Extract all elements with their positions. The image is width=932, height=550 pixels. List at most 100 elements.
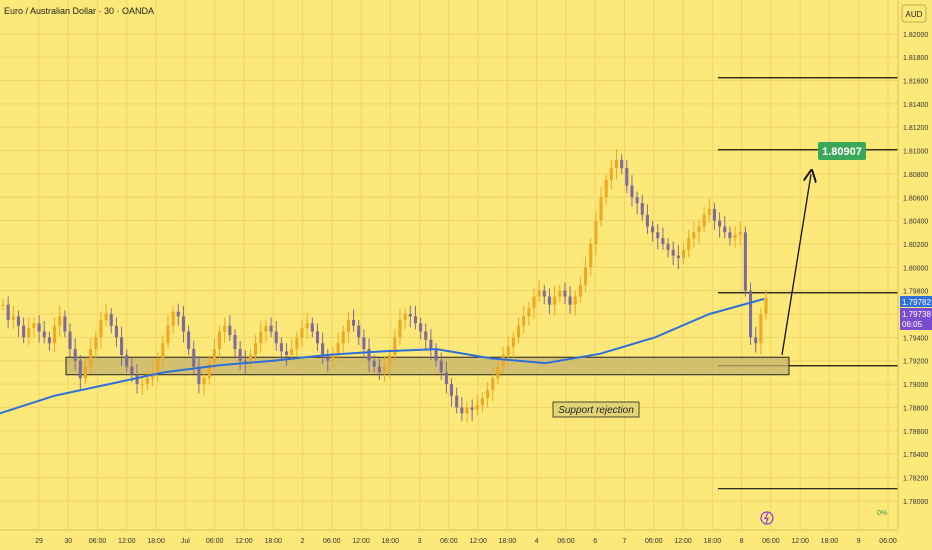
candle	[109, 314, 113, 326]
candle	[547, 296, 552, 305]
candle	[37, 323, 41, 332]
chart-title: Euro / Australian Dollar · 30 · OANDA	[4, 6, 154, 16]
candle	[666, 243, 670, 250]
candle	[197, 366, 201, 385]
candle	[687, 238, 691, 250]
candle	[254, 343, 258, 355]
candle	[630, 185, 634, 198]
candle	[217, 331, 222, 350]
candle	[73, 349, 77, 361]
x-tick-label: 06:00	[879, 538, 897, 545]
candle	[563, 290, 567, 297]
candle	[145, 378, 149, 385]
y-tick-label: 1.81000	[903, 149, 928, 156]
y-tick-label: 1.79000	[903, 382, 928, 389]
candle	[336, 343, 340, 355]
candle	[388, 354, 392, 367]
x-tick-label: 12:00	[235, 538, 253, 545]
candle	[382, 366, 387, 373]
y-tick-label: 1.80000	[903, 265, 928, 272]
candle	[295, 337, 299, 350]
y-tick-label: 1.79400	[903, 335, 928, 342]
candle	[207, 363, 211, 379]
candle	[491, 378, 495, 390]
candle	[676, 255, 680, 258]
candle	[398, 319, 402, 338]
candle	[640, 203, 644, 215]
candle	[187, 331, 191, 350]
x-tick-label: 30	[64, 538, 72, 545]
candle	[315, 331, 320, 344]
candle	[522, 316, 526, 326]
candle	[728, 232, 732, 239]
y-tick-label: 1.81800	[903, 55, 928, 62]
candle	[94, 337, 98, 350]
candle	[738, 232, 742, 235]
x-tick-label: Jul	[181, 538, 190, 545]
moving-average-price-label: 1.79738 06:05	[900, 308, 932, 330]
candle	[455, 395, 459, 408]
y-tick-label: 1.81400	[903, 102, 928, 109]
candle	[723, 226, 727, 233]
x-tick-label: 18:00	[704, 538, 722, 545]
currency-badge[interactable]: AUD	[901, 4, 927, 23]
candle	[449, 384, 454, 396]
x-tick-label: 06:00	[557, 538, 575, 545]
y-axis-ticks: 1.82000 1.81800 1.81600 1.81400 1.81200 1.810…	[903, 32, 928, 506]
candle	[331, 354, 335, 361]
target-price-label: 1.80907	[818, 142, 866, 160]
candle	[558, 290, 562, 297]
candle	[609, 168, 613, 180]
candle	[53, 325, 57, 344]
x-tick-label: 06:00	[89, 538, 107, 545]
candle	[120, 337, 124, 355]
x-tick-label: 18:00	[499, 538, 517, 545]
candle	[573, 296, 577, 305]
candle	[439, 360, 443, 373]
candle	[32, 323, 36, 329]
x-tick-label: 12:00	[118, 538, 136, 545]
lightning-icon[interactable]	[760, 511, 774, 525]
candle	[321, 343, 325, 355]
candle	[511, 337, 515, 347]
candle	[264, 325, 268, 332]
candle	[78, 360, 82, 379]
candle	[243, 360, 247, 364]
candle	[702, 214, 706, 227]
x-tick-label: 06:00	[206, 538, 224, 545]
candle	[614, 159, 619, 169]
current-price-label: 1.79782	[900, 296, 932, 307]
candle	[300, 328, 304, 338]
candle	[424, 331, 428, 340]
time-axis[interactable]: 29 30 06:00 12:00 18:00 Jul 06:00 12:00 18:00 2 06…	[0, 529, 898, 545]
candle	[223, 325, 227, 332]
candle	[764, 297, 768, 315]
candle	[599, 197, 603, 221]
price-axis[interactable]: 1.82000 1.81800 1.81600 1.81400 1.81200 1.810…	[897, 0, 928, 530]
candle	[532, 296, 536, 309]
candle	[692, 232, 696, 239]
candle	[1, 304, 5, 306]
candle	[403, 314, 407, 320]
candle	[269, 325, 273, 332]
candle	[305, 323, 309, 329]
candle	[166, 325, 170, 344]
candle	[341, 331, 345, 344]
y-tick-label: 1.80400	[903, 219, 928, 226]
candle	[58, 316, 62, 326]
x-tick-label: 18:00	[264, 538, 282, 545]
x-tick-label: 18:00	[147, 538, 165, 545]
candle	[501, 354, 505, 367]
x-tick-label: 12:00	[791, 538, 809, 545]
x-tick-label: 06:00	[323, 538, 341, 545]
support-zone-label: Support rejection	[552, 401, 640, 418]
candle	[192, 349, 196, 367]
candle	[140, 384, 144, 386]
candle	[326, 354, 330, 361]
candle	[212, 349, 216, 364]
candle	[434, 349, 438, 361]
candle	[516, 325, 521, 338]
x-tick-label: 18:00	[821, 538, 839, 545]
